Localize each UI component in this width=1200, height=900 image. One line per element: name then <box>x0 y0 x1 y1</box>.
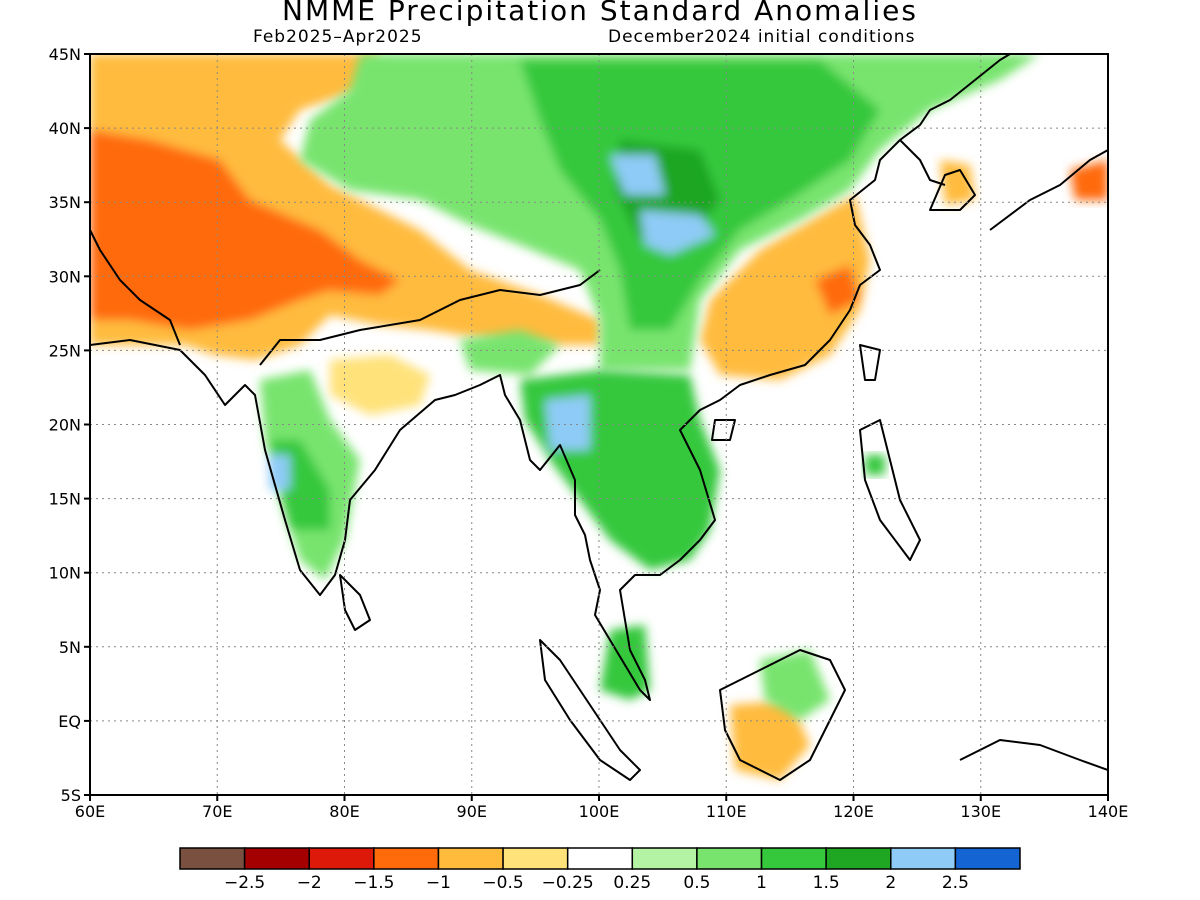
colorbar-swatch <box>954 847 1021 870</box>
wet-anomaly-indochina <box>460 330 720 570</box>
dry-anomaly-borneo <box>730 700 810 780</box>
lon-tick-label: 80E <box>329 802 359 821</box>
lat-tick-label: EQ <box>58 712 81 731</box>
colorbar-label: −0.5 <box>482 873 523 893</box>
colorbar-label: −2.5 <box>224 873 265 893</box>
lat-tick-label: 35N <box>49 193 81 212</box>
colorbar-swatch <box>502 847 569 870</box>
lat-tick-label: 20N <box>49 416 81 435</box>
colorbar-swatch <box>631 847 698 870</box>
colorbar-swatch <box>696 847 763 870</box>
lon-tick-label: 60E <box>75 802 105 821</box>
coastlines <box>90 54 1108 781</box>
anomaly-field <box>90 54 1108 780</box>
dry-anomaly-korea <box>940 160 975 205</box>
colorbar-swatch <box>179 847 246 870</box>
wet-anomaly-south-india <box>260 370 360 580</box>
lat-tick-label: 25N <box>49 341 81 360</box>
lat-tick-label: 5N <box>59 638 81 657</box>
colorbar-label: 1 <box>756 873 767 893</box>
colorbar-swatch <box>243 847 310 870</box>
colorbar-label: −2 <box>297 873 322 893</box>
colorbar-label: −1.5 <box>353 873 394 893</box>
lon-tick-label: 100E <box>579 802 620 821</box>
colorbar-label: 2 <box>885 873 896 893</box>
wet-anomaly-north-china <box>300 54 1040 370</box>
colorbar: −2.5 −2 −1.5 −1 −0.5 −0.25 0.25 0.5 1 1.5 2 2.5 <box>179 847 1021 893</box>
lat-tick-label: 45N <box>49 45 81 64</box>
wet-anomaly-north-borneo <box>760 650 830 720</box>
colorbar-label: 1.5 <box>813 873 840 893</box>
colorbar-swatch <box>760 847 827 870</box>
initial-conditions: December2024 initial conditions <box>608 27 916 47</box>
lat-tick-label: 15N <box>49 490 81 509</box>
colorbar-label: −0.25 <box>542 873 594 893</box>
colorbar-label: 0.25 <box>613 873 651 893</box>
colorbar-swatch <box>437 847 504 870</box>
graticule <box>90 54 1108 795</box>
lon-tick-label: 110E <box>706 802 747 821</box>
lat-tick-label: 30N <box>49 267 81 286</box>
lon-tick-label: 130E <box>960 802 1001 821</box>
map-title: NMME Precipitation Standard Anomalies <box>282 0 918 27</box>
dry-anomaly-japan <box>1070 160 1108 200</box>
lon-tick-label: 90E <box>457 802 487 821</box>
lat-tick-label: 40N <box>49 119 81 138</box>
lat-tick-label: 10N <box>49 564 81 583</box>
colorbar-swatch <box>890 847 957 870</box>
colorbar-swatch <box>308 847 375 870</box>
lat-tick-label: 5S <box>61 786 81 805</box>
colorbar-label: −1 <box>426 873 451 893</box>
dry-anomaly-southeast-china <box>700 195 870 380</box>
wet-anomaly-philippines <box>865 455 885 475</box>
lon-tick-label: 140E <box>1088 802 1129 821</box>
forecast-period: Feb2025–Apr2025 <box>253 27 423 47</box>
colorbar-swatch <box>566 847 634 870</box>
lon-tick-label: 70E <box>202 802 232 821</box>
dry-anomaly-central-india <box>330 355 430 415</box>
colorbar-label: 2.5 <box>942 873 969 893</box>
colorbar-swatch <box>825 847 892 870</box>
colorbar-swatch <box>373 847 440 870</box>
colorbar-label: 0.5 <box>683 873 710 893</box>
latitude-axis: 45N 40N 35N 30N 25N 20N 15N 10N 5N EQ 5S <box>49 45 90 805</box>
longitude-axis: 60E 70E 80E 90E 100E 110E 120E 130E 140E <box>75 795 1129 821</box>
lon-tick-label: 120E <box>833 802 874 821</box>
